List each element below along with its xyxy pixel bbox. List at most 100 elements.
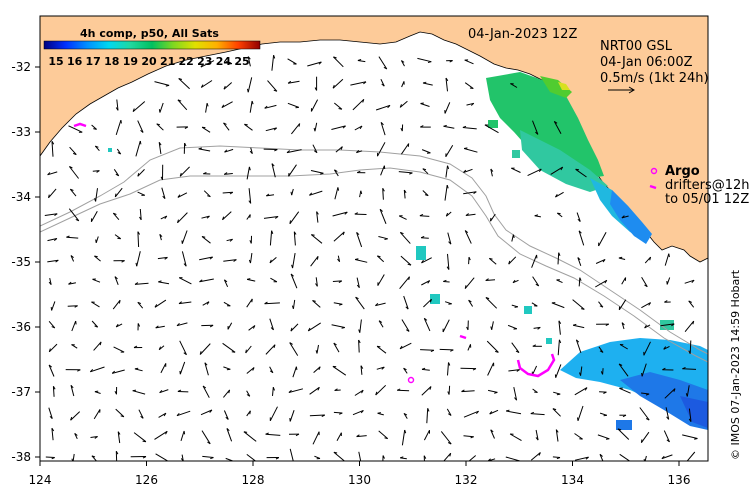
current-arrowhead (407, 263, 412, 266)
current-arrow (663, 430, 670, 443)
current-arrow (243, 431, 257, 442)
current-arrow (269, 318, 274, 331)
current-arrow (378, 236, 388, 240)
current-arrowhead (228, 389, 231, 394)
current-arrowhead (408, 276, 410, 281)
current-arrow (68, 125, 83, 133)
current-arrowhead (341, 327, 345, 329)
current-arrowhead (688, 350, 691, 354)
current-arrow (269, 406, 278, 422)
current-arrow (180, 430, 185, 442)
current-arrowhead (338, 280, 343, 284)
current-arrowhead (494, 391, 498, 394)
current-arrowhead (400, 127, 403, 132)
current-arrow (138, 409, 144, 419)
current-arrow (513, 386, 518, 401)
current-arrowhead (585, 456, 589, 460)
current-arrow (112, 369, 125, 374)
current-arrow (290, 273, 298, 289)
current-arrow (689, 340, 692, 354)
current-arrow (250, 253, 253, 264)
current-arrowhead (158, 109, 161, 113)
current-arrow (376, 345, 387, 354)
current-arrow (179, 166, 190, 177)
current-arrowhead (599, 305, 604, 308)
current-arrow (313, 366, 321, 373)
current-arrow (289, 342, 299, 356)
current-arrow (598, 301, 604, 308)
current-arrowhead (495, 350, 499, 353)
current-arrow (420, 349, 434, 351)
drifter-tracks (73, 122, 657, 378)
current-arrowhead (399, 104, 402, 108)
current-arrow (527, 168, 542, 177)
current-arrowhead (315, 350, 318, 354)
y-tick-label: -36 (11, 320, 31, 334)
current-arrow (665, 407, 670, 420)
current-arrow (223, 82, 233, 90)
current-arrowhead (120, 120, 122, 124)
current-arrow (292, 299, 296, 309)
current-arrowhead (512, 279, 516, 284)
current-arrow (462, 127, 477, 130)
current-arrow (333, 231, 345, 242)
current-arrow (158, 412, 167, 418)
current-arrow (618, 363, 629, 377)
current-arrowhead (139, 216, 142, 221)
current-arrowhead (617, 428, 622, 431)
current-arrow (312, 144, 318, 153)
current-arrowhead (118, 300, 121, 304)
current-arrowhead (552, 408, 557, 411)
current-arrow (115, 119, 122, 136)
current-arrowhead (489, 411, 493, 415)
current-arrowhead (358, 339, 361, 344)
current-arrowhead (381, 366, 385, 370)
current-arrowhead (226, 428, 230, 432)
current-arrowhead (530, 411, 535, 415)
current-arrow (488, 258, 497, 265)
current-arrow (160, 215, 168, 220)
current-arrow (443, 452, 452, 461)
x-tick-label: 126 (135, 473, 158, 487)
current-arrowhead (461, 389, 465, 393)
current-arrow (91, 320, 99, 328)
current-arrow (421, 149, 431, 154)
current-arrowhead (340, 146, 343, 150)
current-arrowhead (421, 259, 424, 264)
current-arrow (644, 455, 647, 461)
current-arrowhead (423, 317, 428, 321)
current-arrow (356, 435, 367, 438)
current-arrowhead (184, 126, 189, 129)
current-arrowhead (275, 216, 279, 219)
current-arrow (575, 168, 587, 178)
current-arrowhead (489, 257, 493, 260)
current-arrow (421, 280, 430, 286)
current-arrowhead (430, 349, 435, 353)
current-arrow (334, 187, 339, 200)
current-arrowhead (115, 450, 119, 455)
current-arrowhead (382, 455, 385, 459)
current-arrowhead (403, 412, 408, 416)
legend-title: 4h comp, p50, All Sats (80, 27, 219, 40)
current-arrowhead (177, 219, 179, 223)
current-arrowhead (201, 236, 206, 238)
current-arrowhead (692, 320, 695, 325)
current-arrowhead (115, 173, 119, 177)
current-arrow (421, 368, 430, 371)
current-arrowhead (557, 212, 561, 215)
current-arrow (269, 257, 277, 264)
current-arrowhead (422, 168, 427, 171)
current-arrowhead (605, 323, 610, 327)
current-arrowhead (400, 231, 404, 235)
current-arrow (463, 410, 479, 418)
current-arrow (508, 369, 520, 372)
current-arrow (69, 166, 79, 179)
current-arrow (400, 255, 412, 266)
current-arrowhead (206, 215, 210, 219)
current-arrowhead (448, 413, 452, 416)
current-arrowhead (445, 77, 449, 82)
current-arrowhead (318, 61, 322, 65)
current-arrowhead (273, 89, 278, 92)
current-arrow (621, 322, 625, 330)
current-arrow (45, 456, 55, 458)
